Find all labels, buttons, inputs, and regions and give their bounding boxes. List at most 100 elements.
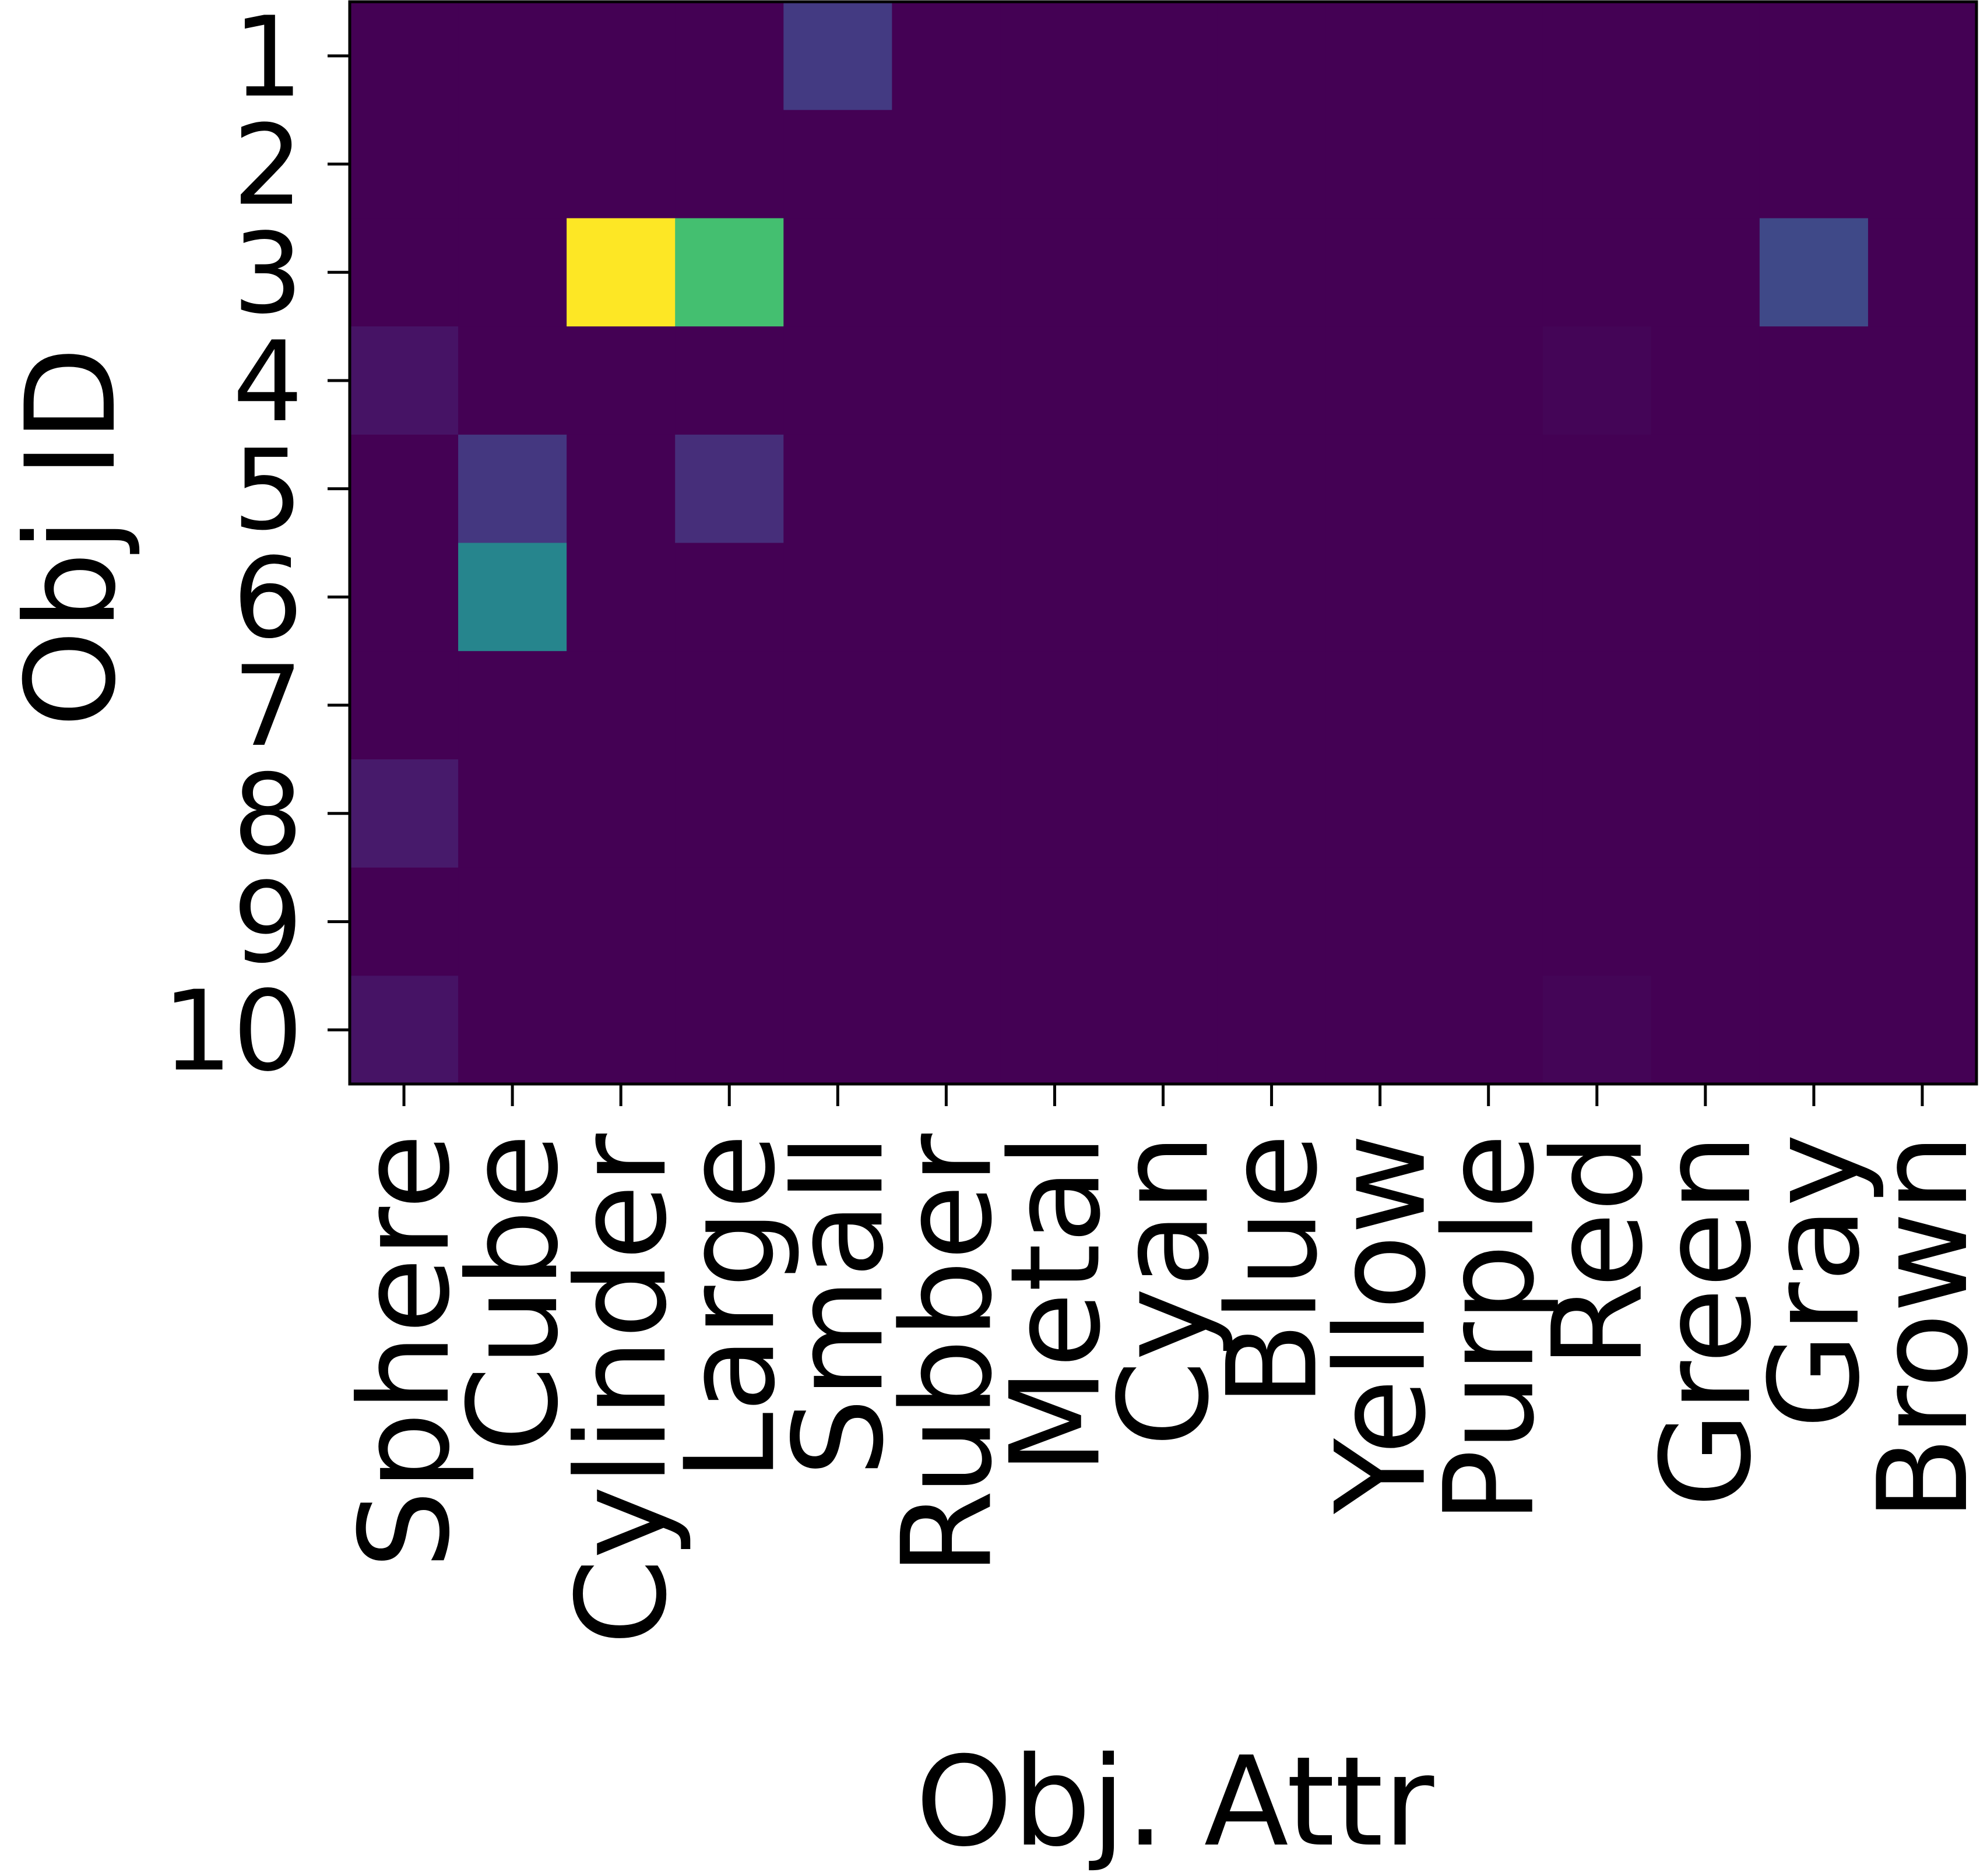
heatmap-cell bbox=[567, 867, 676, 976]
heatmap-cell bbox=[1217, 759, 1327, 868]
y-tick-label: 5 bbox=[233, 426, 303, 555]
y-tick-label: 10 bbox=[162, 967, 303, 1096]
heatmap-cell bbox=[1000, 867, 1110, 976]
y-tick-label: 7 bbox=[233, 642, 303, 771]
heatmap-cell bbox=[1325, 651, 1435, 760]
heatmap-cell bbox=[567, 326, 676, 435]
heatmap-cell bbox=[1000, 218, 1110, 327]
heatmap-cell bbox=[1109, 218, 1218, 327]
heatmap-cell bbox=[1542, 759, 1652, 868]
heatmap-cell bbox=[675, 759, 784, 868]
heatmap-cell bbox=[1651, 867, 1760, 976]
heatmap-cell bbox=[1651, 759, 1760, 868]
heatmap-cell bbox=[1217, 2, 1327, 111]
heatmap-cell bbox=[458, 434, 567, 544]
heatmap-cell bbox=[1434, 110, 1543, 219]
heatmap-cell bbox=[1868, 326, 1977, 435]
heatmap-cell bbox=[1434, 651, 1543, 760]
heatmap-cell bbox=[1217, 976, 1327, 1085]
heatmap-cell bbox=[892, 110, 1001, 219]
heatmap-cell bbox=[350, 218, 459, 327]
heatmap-cell bbox=[350, 543, 459, 652]
heatmap-cell bbox=[1868, 976, 1977, 1085]
heatmap-cell bbox=[1325, 218, 1435, 327]
x-tick-label: Green bbox=[1634, 1134, 1778, 1508]
heatmap-cell bbox=[1434, 759, 1543, 868]
heatmap-cell bbox=[675, 651, 784, 760]
heatmap-cell bbox=[1651, 543, 1760, 652]
heatmap-cell bbox=[1217, 218, 1327, 327]
heatmap-cell bbox=[1000, 543, 1110, 652]
heatmap-cell bbox=[892, 867, 1001, 976]
heatmap-cell bbox=[1217, 434, 1327, 544]
heatmap-cell bbox=[458, 651, 567, 760]
heatmap-cells bbox=[350, 2, 1977, 1085]
heatmap-cell bbox=[567, 651, 676, 760]
heatmap-cell bbox=[892, 218, 1001, 327]
heatmap-cell bbox=[458, 759, 567, 868]
heatmap-cell bbox=[567, 434, 676, 544]
heatmap-cell bbox=[1109, 976, 1218, 1085]
heatmap-cell bbox=[567, 543, 676, 652]
heatmap-cell bbox=[783, 651, 892, 760]
heatmap-cell bbox=[783, 434, 892, 544]
heatmap-cell bbox=[567, 110, 676, 219]
heatmap-cell bbox=[1759, 326, 1869, 435]
heatmap-cell bbox=[1109, 867, 1218, 976]
heatmap-cell bbox=[1868, 867, 1977, 976]
heatmap-cell bbox=[783, 218, 892, 327]
heatmap-cell bbox=[892, 434, 1001, 544]
heatmap-cell bbox=[675, 110, 784, 219]
y-tick-label: 1 bbox=[233, 0, 303, 122]
heatmap-cell bbox=[1542, 218, 1652, 327]
heatmap-cell bbox=[1325, 759, 1435, 868]
heatmap-cell bbox=[350, 2, 459, 111]
heatmap-cell bbox=[892, 759, 1001, 868]
heatmap-cell bbox=[1325, 2, 1435, 111]
x-tick-label: Cube bbox=[441, 1134, 585, 1452]
heatmap-cell bbox=[892, 651, 1001, 760]
heatmap-cell bbox=[1434, 976, 1543, 1085]
heatmap-cell bbox=[1109, 543, 1218, 652]
heatmap-cell bbox=[350, 759, 459, 868]
heatmap-cell bbox=[783, 326, 892, 435]
heatmap-cell bbox=[1651, 434, 1760, 544]
heatmap-cell bbox=[1759, 651, 1869, 760]
heatmap-cell bbox=[458, 976, 567, 1085]
heatmap-cell bbox=[1868, 110, 1977, 219]
heatmap-cell bbox=[350, 434, 459, 544]
x-tick-label: Sphere bbox=[333, 1134, 477, 1569]
heatmap-cell bbox=[350, 976, 459, 1085]
y-tick-label: 2 bbox=[233, 101, 303, 230]
heatmap-cell bbox=[1217, 543, 1327, 652]
heatmap-cell bbox=[675, 218, 784, 327]
heatmap-cell bbox=[458, 218, 567, 327]
heatmap-cell bbox=[1000, 2, 1110, 111]
heatmap-cell bbox=[1000, 434, 1110, 544]
heatmap-cell bbox=[567, 759, 676, 868]
x-tick-label: Red bbox=[1526, 1134, 1670, 1368]
heatmap-cell bbox=[1868, 651, 1977, 760]
heatmap-cell bbox=[783, 2, 892, 111]
heatmap-cell bbox=[1542, 2, 1652, 111]
heatmap-cell bbox=[350, 110, 459, 219]
heatmap-cell bbox=[892, 326, 1001, 435]
heatmap-cell bbox=[1651, 976, 1760, 1085]
heatmap-cell bbox=[1651, 651, 1760, 760]
y-tick-label: 4 bbox=[233, 318, 303, 446]
heatmap-cell bbox=[1217, 651, 1327, 760]
heatmap-cell bbox=[1759, 2, 1869, 111]
heatmap-cell bbox=[1868, 218, 1977, 327]
heatmap-cell bbox=[892, 2, 1001, 111]
x-tick-label: Rubber bbox=[875, 1133, 1019, 1576]
heatmap-cell bbox=[1000, 976, 1110, 1085]
heatmap-cell bbox=[1542, 867, 1652, 976]
heatmap-cell bbox=[1651, 110, 1760, 219]
heatmap-cell bbox=[458, 326, 567, 435]
heatmap-cell bbox=[350, 326, 459, 435]
heatmap-cell bbox=[1000, 759, 1110, 868]
heatmap-cell bbox=[1759, 759, 1869, 868]
heatmap-cell bbox=[1759, 543, 1869, 652]
heatmap-cell bbox=[675, 543, 784, 652]
